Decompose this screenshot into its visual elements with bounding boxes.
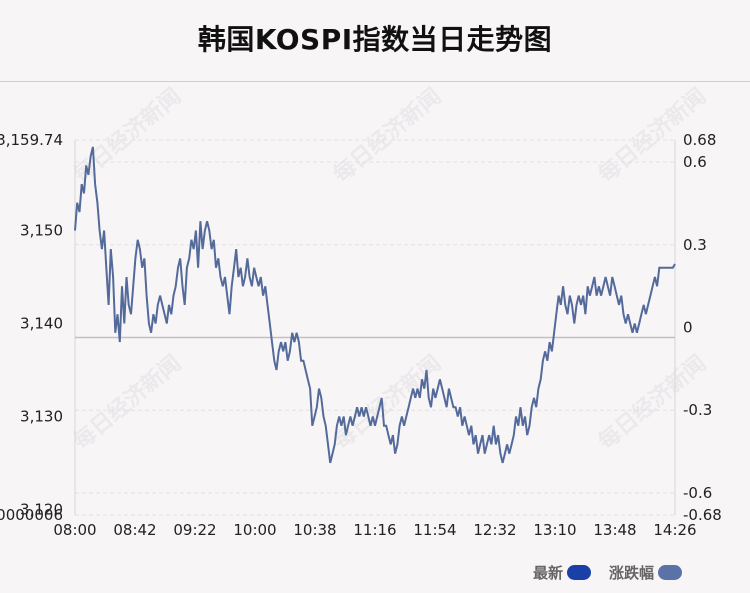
right-tick-label: -0.68 xyxy=(683,506,722,524)
x-tick-label: 08:00 xyxy=(53,521,96,539)
legend-change: 涨跌幅 xyxy=(609,562,683,583)
grid-lines xyxy=(75,139,675,516)
x-tick-label: 11:54 xyxy=(413,521,456,539)
left-tick-label: 3,159.74 xyxy=(0,131,63,149)
left-tick-label: 3,150 xyxy=(20,222,63,240)
x-tick-label: 13:10 xyxy=(533,521,576,539)
left-tick-label: 3,140 xyxy=(20,315,63,333)
x-tick-label: 08:42 xyxy=(113,521,156,539)
right-tick-label: 0.68 xyxy=(683,131,716,149)
legend-latest-swatch xyxy=(567,565,592,580)
right-tick-label: 0.6 xyxy=(683,153,707,171)
right-axis-ticks: 0.68 0.6 0.3 0 -0.3 -0.6 -0.68 xyxy=(683,131,722,524)
left-tick-label: 3,130 xyxy=(20,407,63,425)
legend-latest: 最新 xyxy=(533,562,592,583)
right-tick-label: -0.6 xyxy=(683,484,712,502)
x-tick-label: 10:00 xyxy=(233,521,276,539)
x-tick-label: 09:22 xyxy=(173,521,216,539)
right-tick-label: 0 xyxy=(683,319,693,337)
x-tick-label: 12:32 xyxy=(473,521,516,539)
left-tick-label: 3,120 xyxy=(20,500,63,518)
left-axis-ticks: 3,159.74 3,150 3,140 3,130 3,1203119.4000000… xyxy=(0,131,63,524)
left-tick-label: 3119.4000000006 xyxy=(0,506,63,524)
series-line xyxy=(74,146,676,464)
x-tick-label: 11:16 xyxy=(353,521,396,539)
legend-change-swatch xyxy=(658,565,683,580)
legend-latest-label: 最新 xyxy=(533,564,564,582)
x-axis-ticks: 08:00 08:42 09:22 10:00 10:38 11:16 11:54 12:32… xyxy=(53,521,696,539)
page-title: 韩国KOSPI指数当日走势图 xyxy=(197,23,553,56)
x-tick-label: 10:38 xyxy=(293,521,336,539)
legend-change-label: 涨跌幅 xyxy=(609,564,655,582)
x-tick-label: 13:48 xyxy=(593,521,636,539)
x-tick-label: 14:26 xyxy=(653,521,696,539)
right-tick-label: -0.3 xyxy=(683,401,712,419)
right-tick-label: 0.3 xyxy=(683,236,707,254)
title-divider xyxy=(0,81,750,82)
